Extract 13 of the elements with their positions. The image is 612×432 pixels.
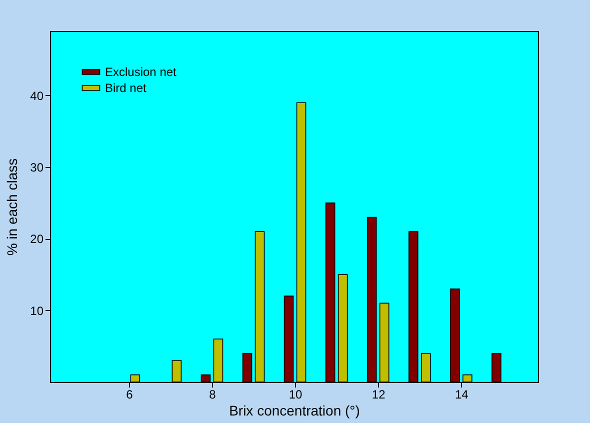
y-axis-title: % in each class <box>4 158 20 256</box>
y-tick-label: 20 <box>30 232 44 246</box>
x-axis-title: Brix concentration (°) <box>229 402 360 418</box>
x-tick-label: 6 <box>126 388 134 402</box>
x-tick-label: 12 <box>372 388 386 402</box>
x-tick-label: 10 <box>288 388 303 402</box>
legend-label: Exclusion net <box>105 65 178 79</box>
x-tick-label: 8 <box>209 388 216 402</box>
y-tick-label: 40 <box>30 88 44 103</box>
x-tick-label: 14 <box>454 388 469 402</box>
y-tick-label: 10 <box>30 304 44 318</box>
legend-label: Bird net <box>105 81 148 95</box>
y-tick-label: 30 <box>30 160 44 175</box>
